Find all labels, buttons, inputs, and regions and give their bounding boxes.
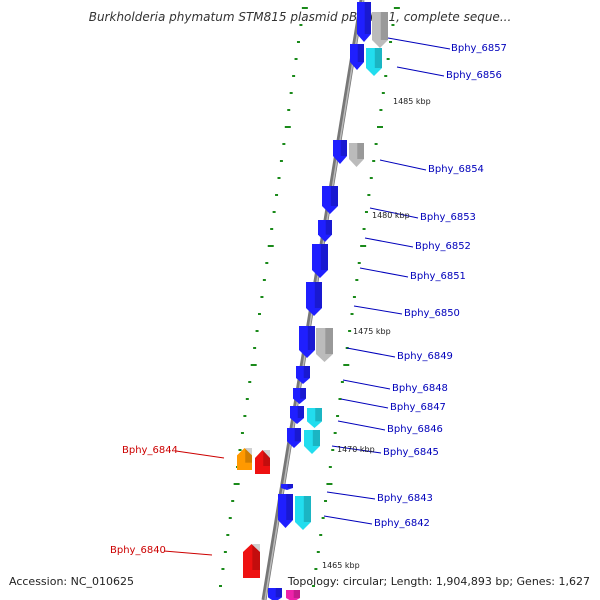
gene-arrow[interactable] <box>295 496 311 530</box>
gene-label-bphy-6851[interactable]: Bphy_6851 <box>410 271 466 282</box>
gene-arrow[interactable] <box>290 406 304 424</box>
gene-arrow[interactable] <box>304 430 320 454</box>
leader-line <box>396 66 445 77</box>
gene-label-bphy-6840[interactable]: Bphy_6840 <box>110 545 166 556</box>
gene-arrow[interactable] <box>296 366 310 384</box>
gene-arrow[interactable] <box>333 140 347 164</box>
gene-arrow[interactable] <box>306 282 322 316</box>
gene-label-bphy-6849[interactable]: Bphy_6849 <box>397 351 453 362</box>
accession-text: Accession: NC_010625 <box>9 575 135 588</box>
leader-line <box>387 37 451 50</box>
leader-line <box>337 420 386 431</box>
gene-features[interactable] <box>237 2 388 600</box>
gene-arrow[interactable] <box>243 544 260 578</box>
gene-arrow[interactable] <box>287 428 301 448</box>
gene-label-bphy-6854[interactable]: Bphy_6854 <box>428 164 484 175</box>
gene-label-bphy-6846[interactable]: Bphy_6846 <box>387 424 443 435</box>
leader-line <box>359 267 409 278</box>
sequence-title: Burkholderia phymatum STM815 plasmid pBP… <box>88 10 512 24</box>
leader-line <box>323 515 373 525</box>
gene-arrow[interactable] <box>278 494 293 528</box>
leader-line <box>353 305 403 315</box>
leader-line <box>326 491 376 500</box>
leader-line <box>175 450 225 459</box>
gene-label-bphy-6847[interactable]: Bphy_6847 <box>390 402 446 413</box>
gene-arrow[interactable] <box>312 244 328 278</box>
gene-label-bphy-6856[interactable]: Bphy_6856 <box>446 70 502 81</box>
gene-arrow[interactable] <box>299 326 315 358</box>
gene-arrow[interactable] <box>372 12 388 48</box>
scale-mark-1485: 1485 kbp <box>393 97 431 106</box>
gene-arrow[interactable] <box>318 220 332 242</box>
gene-label-bphy-6842[interactable]: Bphy_6842 <box>374 518 430 529</box>
gene-arrow[interactable] <box>281 484 293 490</box>
leader-line <box>369 207 419 219</box>
leader-line <box>340 398 389 409</box>
leader-line <box>331 445 382 454</box>
gene-arrow[interactable] <box>293 388 306 404</box>
gene-arrow[interactable] <box>237 448 252 470</box>
topology-text: Topology: circular; Length: 1,904,893 bp… <box>287 575 590 588</box>
scale-mark-1465: 1465 kbp <box>322 561 360 570</box>
gene-label-bphy-6850[interactable]: Bphy_6850 <box>404 308 460 319</box>
gene-label-bphy-6852[interactable]: Bphy_6852 <box>415 241 471 252</box>
leader-line <box>364 237 414 248</box>
leader-line <box>342 379 391 390</box>
gene-arrow[interactable] <box>349 143 364 167</box>
gene-arrow[interactable] <box>255 450 270 474</box>
gene-label-bphy-6848[interactable]: Bphy_6848 <box>392 383 448 394</box>
gene-arrow[interactable] <box>268 588 282 600</box>
scale-mark-1470: 1470 kbp <box>337 445 375 454</box>
leader-line <box>379 159 427 171</box>
leader-line <box>346 347 396 358</box>
gene-arrow[interactable] <box>366 48 382 76</box>
gene-label-bphy-6845[interactable]: Bphy_6845 <box>383 447 439 458</box>
gene-label-bphy-6843[interactable]: Bphy_6843 <box>377 493 433 504</box>
label-leader-lines <box>163 37 451 556</box>
gene-arrow[interactable] <box>322 186 338 214</box>
gene-arrow[interactable] <box>307 408 322 428</box>
leader-line <box>163 550 213 556</box>
gene-arrow[interactable] <box>286 590 300 600</box>
gene-label-bphy-6857[interactable]: Bphy_6857 <box>451 43 507 54</box>
gene-label-bphy-6844[interactable]: Bphy_6844 <box>122 445 178 456</box>
gene-arrow[interactable] <box>316 328 333 362</box>
gene-label-bphy-6853[interactable]: Bphy_6853 <box>420 212 476 223</box>
gene-arrow[interactable] <box>357 2 371 42</box>
scale-mark-1480: 1480 kbp <box>372 211 410 220</box>
scale-mark-1475: 1475 kbp <box>353 327 391 336</box>
gene-arrow[interactable] <box>350 44 364 70</box>
position-ticks <box>219 7 400 587</box>
